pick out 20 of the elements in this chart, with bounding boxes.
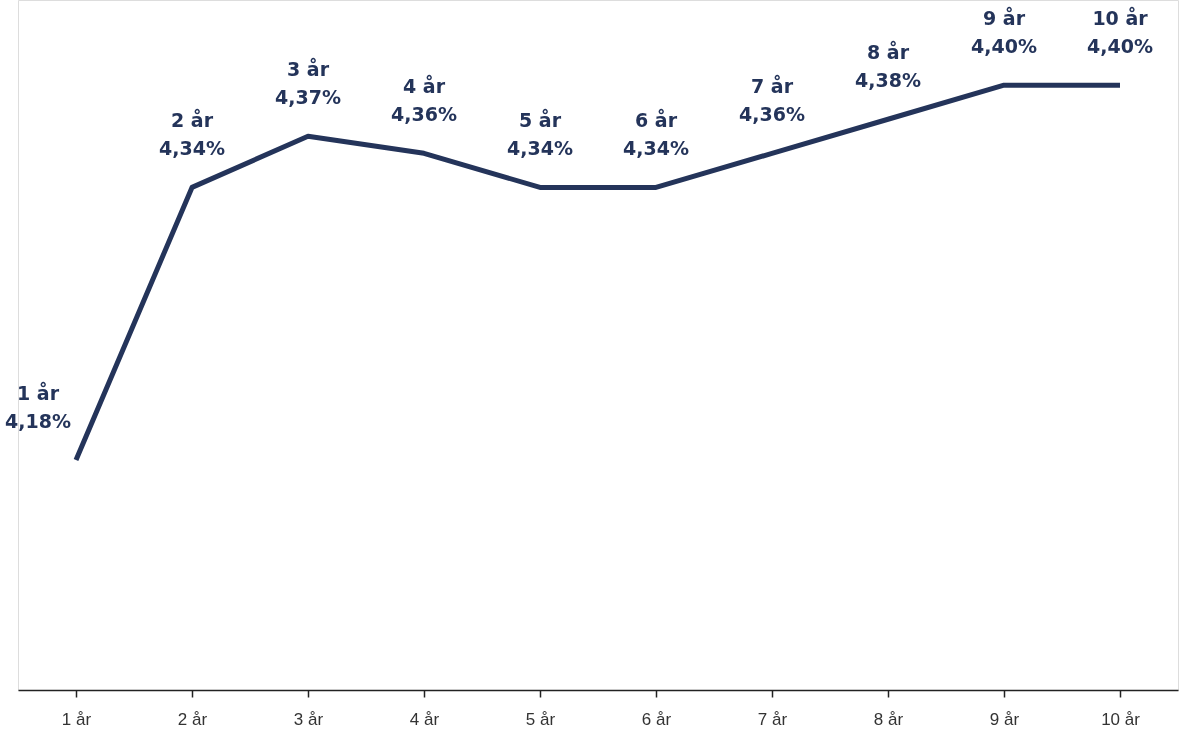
x-tick-label: 3 år — [293, 709, 324, 729]
data-label: 2 år 4,34% — [159, 108, 225, 160]
data-label: 6 år 4,34% — [623, 108, 689, 160]
data-label: 8 år 4,38% — [855, 40, 921, 92]
data-label: 3 år 4,37% — [275, 57, 341, 109]
x-tick-label: 10 år — [1101, 709, 1141, 729]
data-label: 1 år 4,18% — [5, 381, 71, 432]
data-label: 9 år 4,40% — [971, 6, 1037, 58]
data-label: 7 år 4,36% — [739, 74, 805, 126]
x-tick-label: 6 år — [641, 709, 672, 729]
x-tick-label: 2 år — [177, 709, 208, 729]
x-tick-label: 8 år — [873, 709, 904, 729]
x-tick-label: 1 år — [61, 709, 92, 729]
data-label: 10 år 4,40% — [1087, 6, 1153, 58]
x-tick-label: 5 år — [525, 709, 556, 729]
x-tick-label: 9 år — [989, 709, 1020, 729]
data-label: 4 år 4,36% — [391, 74, 457, 126]
data-label: 5 år 4,34% — [507, 108, 573, 160]
x-tick-label: 4 år — [409, 709, 440, 729]
x-tick-label: 7 år — [757, 709, 788, 729]
